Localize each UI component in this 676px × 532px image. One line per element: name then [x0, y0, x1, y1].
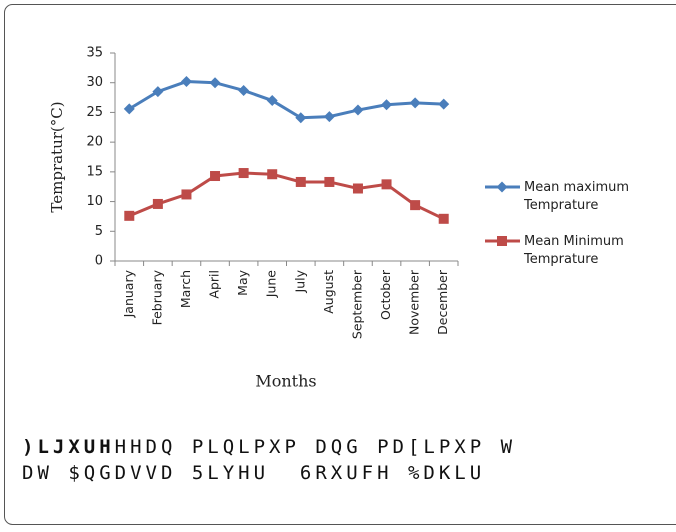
y-tick-label: 0: [95, 254, 103, 269]
data-point: [181, 189, 192, 200]
y-axis-title: Tempratur(°C): [48, 101, 66, 212]
legend-marker: [496, 181, 508, 193]
x-tick-label: June: [264, 270, 279, 299]
legend-label: Mean maximum Temprature: [524, 180, 630, 213]
caption-label: )LJXUH: [22, 436, 115, 458]
data-point: [410, 200, 421, 211]
x-tick-label: April: [207, 270, 222, 299]
y-tick-label: 30: [86, 75, 103, 90]
x-tick-label: March: [178, 270, 193, 308]
data-point: [323, 111, 335, 123]
caption-line: )LJXUHHHDQ PLQLPXP DQG PD[LPXP W: [22, 436, 516, 458]
x-tick-label: July: [292, 269, 307, 293]
data-point: [438, 98, 450, 110]
data-point: [409, 97, 421, 109]
data-point: [123, 103, 135, 115]
y-tick-label: 10: [86, 194, 103, 209]
x-tick-label: September: [349, 269, 364, 339]
data-point: [124, 210, 135, 221]
x-tick-label: January: [121, 269, 136, 318]
data-point: [352, 183, 363, 194]
y-tick-label: 5: [95, 224, 103, 239]
legend-label: Mean Minimum Temprature: [524, 234, 624, 267]
data-point: [180, 76, 192, 88]
x-tick-label: November: [407, 269, 422, 335]
data-point: [295, 176, 306, 187]
data-point: [352, 104, 364, 116]
data-point: [238, 84, 250, 96]
legend-marker: [497, 236, 507, 246]
y-tick-label: 15: [86, 164, 103, 179]
data-point: [209, 77, 221, 89]
x-tick-label: October: [378, 269, 393, 320]
y-tick-label: 25: [86, 105, 103, 120]
y-tick-label: 20: [86, 135, 103, 150]
chart-border: [4, 4, 676, 525]
data-point: [266, 95, 278, 107]
x-tick-label: August: [321, 270, 336, 314]
data-point: [295, 112, 307, 124]
data-point: [152, 198, 163, 209]
caption-line: DW $QGDVVD 5LYHU 6RXUFH %DKLU: [22, 462, 486, 484]
data-point: [238, 168, 249, 179]
data-point: [438, 213, 449, 224]
y-tick-label: 35: [86, 46, 103, 61]
x-tick-label: February: [149, 269, 164, 325]
x-tick-label: May: [235, 269, 250, 295]
data-point: [381, 179, 392, 190]
data-point: [324, 176, 335, 187]
data-point: [152, 86, 164, 98]
caption-text: HHDQ PLQLPXP DQG PD[LPXP W: [114, 436, 517, 458]
data-point: [210, 171, 221, 182]
data-point: [267, 169, 278, 180]
x-tick-label: December: [435, 269, 450, 335]
x-axis-title: Months: [255, 372, 316, 391]
data-point: [381, 99, 393, 111]
